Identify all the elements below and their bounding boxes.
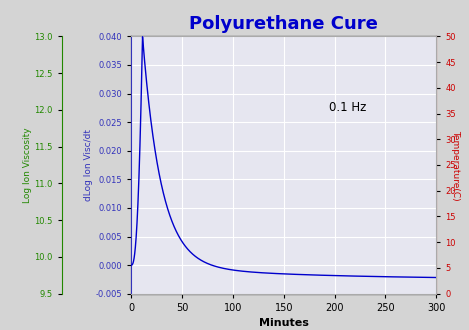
Y-axis label: Temperature(C): Temperature(C) [451, 130, 460, 200]
Y-axis label: Log Ion Viscosity: Log Ion Viscosity [23, 127, 31, 203]
Text: 0.1 Hz: 0.1 Hz [329, 101, 367, 114]
Y-axis label: dLog Ion Visc/dt: dLog Ion Visc/dt [84, 129, 93, 201]
Title: Polyurethane Cure: Polyurethane Cure [189, 16, 378, 33]
X-axis label: Minutes: Minutes [259, 318, 309, 328]
